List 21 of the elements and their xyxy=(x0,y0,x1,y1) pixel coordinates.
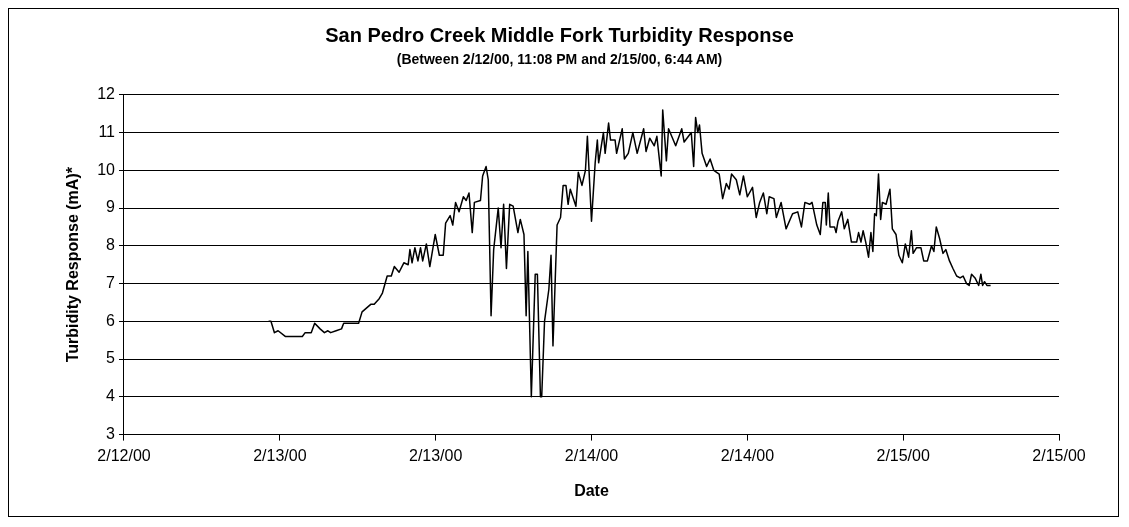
y-tick-label: 10 xyxy=(97,160,116,178)
y-tick-label: 8 xyxy=(106,236,116,254)
chart-subtitle: (Between 2/12/00, 11:08 PM and 2/15/00, 6:44 AM) xyxy=(396,51,723,68)
y-tick-label: 9 xyxy=(106,198,116,216)
x-tick-label: 2/14/00 xyxy=(564,446,619,464)
x-axis-title: Date xyxy=(574,481,609,499)
y-tick-label: 4 xyxy=(106,387,116,405)
x-tick-label: 2/13/00 xyxy=(408,446,463,464)
y-tick-label: 7 xyxy=(106,273,116,291)
x-tick-label: 2/15/00 xyxy=(876,446,930,464)
x-tick-label: 2/12/00 xyxy=(97,446,151,464)
y-axis-title: Turbidity Response (mA)* xyxy=(64,166,82,363)
x-tick-label: 2/15/00 xyxy=(1032,446,1086,464)
x-tick-label: 2/14/00 xyxy=(720,446,775,464)
y-tick-label: 5 xyxy=(106,349,116,367)
y-tick-label: 3 xyxy=(106,425,116,443)
x-tick-label: 2/13/00 xyxy=(253,446,307,464)
y-tick-label: 11 xyxy=(98,122,116,140)
y-tick-label: 12 xyxy=(97,85,116,103)
y-tick-label: 6 xyxy=(106,311,116,329)
chart-title: San Pedro Creek Middle Fork Turbidity Response xyxy=(325,23,794,46)
